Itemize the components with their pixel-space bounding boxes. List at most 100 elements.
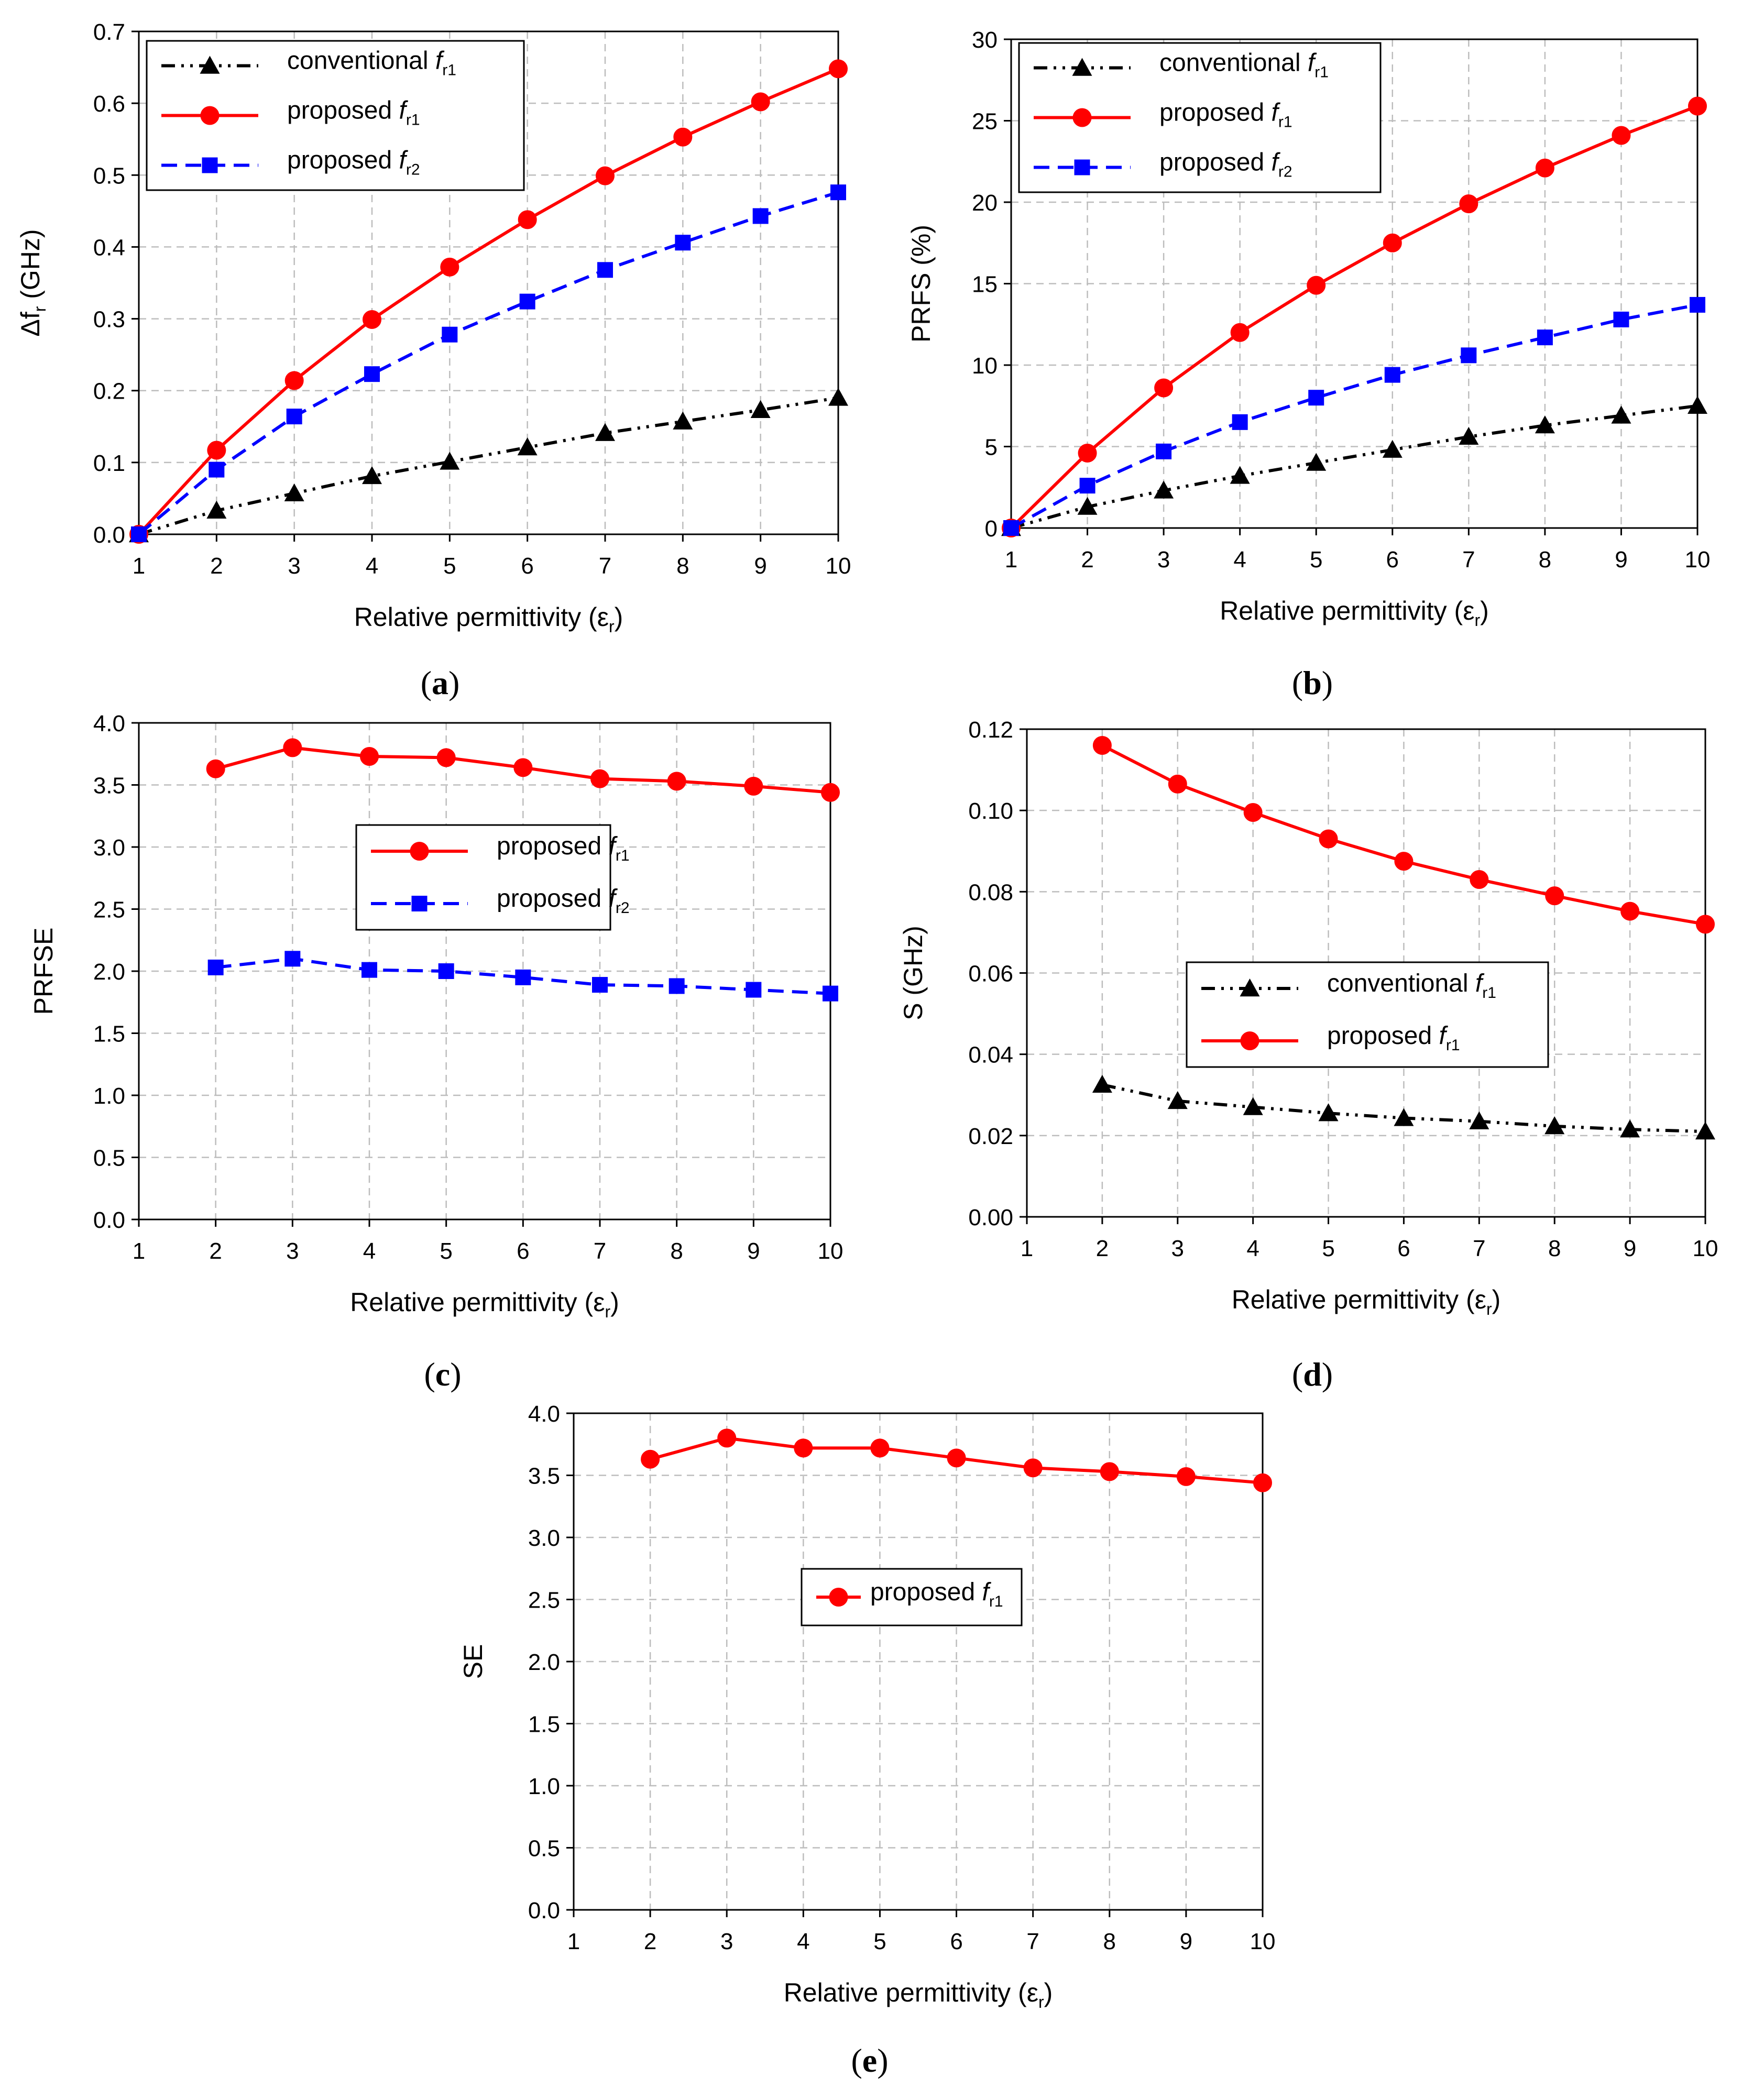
y-tick-label: 1.5 [528, 1712, 560, 1738]
x-tick-label: 8 [1548, 1236, 1561, 1261]
x-tick-label: 2 [1081, 547, 1093, 573]
y-tick-label: 30 [972, 27, 998, 53]
chart-panel: 1 2 3 4 5 6 7 8 9 10 0.0 0.5 1.0 1.5 2.0 2.5 3.0 3.5 4.0 Re… [29, 711, 843, 1393]
legend-entry: proposed fr2 [497, 885, 630, 917]
y-tick-label: 0.2 [93, 379, 125, 404]
y-tick-label: 0.5 [93, 1146, 125, 1171]
data-point [1535, 415, 1555, 434]
legend: conventional fr1 proposed fr1 proposed fr2 [1018, 42, 1382, 193]
data-point [744, 776, 763, 796]
x-tick-label: 3 [1157, 547, 1170, 573]
x-tick-label: 7 [1026, 1929, 1039, 1954]
x-tick-label: 5 [443, 553, 456, 579]
x-tick-label: 8 [676, 553, 689, 579]
panel-label: (c) [424, 1356, 461, 1393]
data-point [362, 466, 382, 485]
y-axis-title: PRFS (%) [906, 225, 936, 343]
data-point [1394, 1108, 1414, 1126]
data-point [361, 962, 377, 978]
data-point [828, 388, 848, 406]
legend-marker [1240, 978, 1260, 997]
x-tick-label: 1 [133, 553, 145, 579]
legend-marker [1240, 1031, 1259, 1050]
legend-marker [1072, 108, 1092, 127]
data-point [517, 437, 538, 456]
data-point [1230, 323, 1250, 342]
legend-entry: proposed fr1 [1327, 1022, 1460, 1054]
legend: proposed fr1 proposed fr2 [355, 824, 630, 931]
data-point [597, 262, 613, 278]
y-axis-title: S (GHz) [899, 926, 928, 1020]
data-point [596, 166, 615, 185]
data-point [1307, 276, 1326, 295]
x-tick-label: 1 [567, 1929, 580, 1954]
data-point [830, 184, 846, 201]
data-point [438, 963, 454, 979]
data-point [286, 409, 302, 425]
legend-entry: proposed fr2 [287, 147, 420, 179]
data-point [590, 769, 609, 788]
data-point [513, 758, 533, 777]
data-point [363, 310, 381, 329]
legend: conventional fr1 proposed fr1 proposed fr2 [146, 40, 525, 191]
y-tick-label: 3.5 [93, 773, 125, 799]
data-point [515, 969, 531, 985]
y-tick-label: 5 [985, 435, 998, 460]
x-tick-label: 6 [517, 1238, 529, 1264]
data-point [284, 951, 301, 967]
chart-panel: 1 2 3 4 5 6 7 8 9 10 0.0 0.5 1.0 1.5 2.0 2.5 3.0 3.5 4.0 Re… [458, 1401, 1275, 2079]
data-point [669, 978, 685, 994]
data-point [794, 1438, 813, 1458]
series-line [137, 67, 839, 536]
data-point [1318, 1103, 1339, 1122]
legend-entry: proposed fr1 [1159, 99, 1292, 131]
data-point [595, 423, 615, 441]
y-tick-label: 15 [972, 272, 998, 298]
y-tick-label: 0.10 [968, 798, 1013, 824]
x-tick-label: 9 [1624, 1236, 1636, 1261]
x-tick-label: 5 [440, 1238, 452, 1264]
y-axis-title: PRFSE [29, 928, 58, 1015]
x-tick-label: 7 [599, 553, 611, 579]
x-tick-label: 4 [1233, 547, 1246, 573]
legend-marker [1072, 58, 1092, 76]
data-point [1383, 233, 1402, 252]
data-point [1545, 886, 1564, 906]
legend-entry: proposed fr1 [870, 1578, 1003, 1610]
data-point [1612, 126, 1631, 145]
series-line [138, 191, 839, 536]
data-point [821, 783, 840, 802]
legend-entry: conventional fr1 [1159, 49, 1329, 81]
y-tick-label: 0.08 [968, 879, 1013, 905]
data-point [284, 371, 304, 390]
x-axis-title: Relative permittivity (εr) [784, 1978, 1053, 2011]
data-point [592, 977, 608, 993]
y-tick-label: 3.0 [93, 835, 125, 861]
data-point [641, 1449, 660, 1469]
legend-marker [829, 1588, 848, 1607]
x-tick-label: 3 [720, 1929, 733, 1954]
x-tick-label: 7 [1462, 547, 1475, 573]
data-point [1023, 1458, 1043, 1478]
x-tick-label: 1 [133, 1238, 145, 1264]
data-point [1306, 453, 1327, 471]
legend-entry: conventional fr1 [287, 47, 456, 79]
legend-marker [410, 842, 429, 861]
data-point [1232, 414, 1248, 430]
y-tick-label: 1.5 [93, 1021, 125, 1047]
data-point [1003, 520, 1019, 536]
x-tick-label: 2 [1096, 1236, 1109, 1261]
data-point [1092, 1074, 1112, 1093]
panel-label: (b) [1292, 664, 1333, 701]
y-tick-label: 2.0 [528, 1650, 560, 1675]
data-point [360, 746, 379, 766]
y-tick-label: 0.0 [528, 1898, 560, 1923]
chart-panel: 1 2 3 4 5 6 7 8 9 10 0.0 0.1 0.2 0.3 0.4 0.5 0.6 0.7 Relat… [16, 19, 851, 701]
x-tick-label: 10 [1685, 547, 1711, 573]
x-tick-label: 8 [1103, 1929, 1116, 1954]
data-point [1461, 347, 1477, 364]
y-tick-label: 0.0 [93, 522, 125, 548]
data-point [823, 985, 838, 1002]
x-tick-label: 9 [747, 1238, 760, 1264]
x-tick-label: 7 [594, 1238, 606, 1264]
